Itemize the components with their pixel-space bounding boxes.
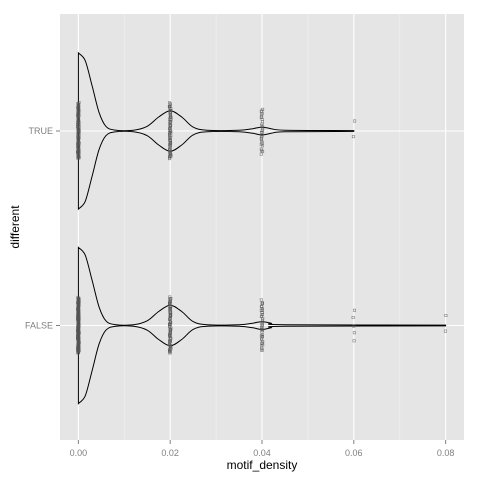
x-tick-label: 0.06	[345, 448, 363, 458]
data-point	[168, 120, 172, 124]
data-point	[259, 116, 263, 120]
data-point	[260, 131, 264, 135]
y-tick-label: FALSE	[25, 321, 53, 331]
data-point	[261, 125, 265, 129]
data-point	[261, 339, 265, 343]
data-point	[260, 129, 264, 133]
data-point	[444, 313, 448, 317]
data-point	[259, 152, 263, 156]
data-point	[352, 331, 356, 335]
data-point	[352, 308, 356, 312]
data-point	[260, 348, 264, 352]
y-axis-title: different	[8, 205, 22, 249]
x-axis: 0.00 0.02 0.04 0.06 0.08	[70, 440, 455, 458]
point-group-false	[259, 298, 265, 352]
violin-false	[77, 246, 447, 405]
point-group-false	[443, 313, 448, 333]
point-group-false	[76, 295, 81, 355]
data-point	[260, 305, 264, 309]
data-point	[259, 326, 263, 330]
data-point	[260, 122, 264, 126]
point-group-true	[76, 101, 81, 160]
data-point	[76, 351, 80, 355]
data-point	[261, 316, 265, 320]
data-point	[169, 107, 173, 111]
point-group-true	[167, 101, 173, 161]
y-tick-label: TRUE	[29, 126, 54, 136]
data-points	[76, 101, 448, 355]
data-point	[168, 156, 172, 160]
data-point	[260, 318, 264, 322]
data-point	[260, 346, 264, 350]
data-point	[168, 135, 172, 139]
data-point	[168, 350, 172, 354]
data-point	[353, 119, 357, 123]
x-tick-label: 0.02	[161, 448, 179, 458]
violin-true	[77, 51, 355, 211]
data-point	[168, 349, 172, 353]
x-tick-label: 0.04	[253, 448, 271, 458]
point-group-true	[351, 119, 357, 139]
data-point	[261, 127, 265, 131]
data-point	[260, 310, 264, 314]
data-point	[260, 144, 264, 148]
point-group-false	[168, 295, 173, 355]
data-point	[77, 156, 81, 160]
data-point	[352, 339, 356, 343]
data-point	[168, 144, 172, 148]
point-group-true	[259, 107, 265, 156]
data-point	[168, 317, 172, 321]
data-point	[443, 329, 447, 333]
data-point	[351, 135, 355, 139]
data-point	[352, 324, 356, 328]
data-point	[76, 124, 80, 128]
data-point	[260, 341, 264, 345]
data-point	[260, 301, 264, 305]
data-point	[351, 315, 355, 319]
data-point	[260, 149, 264, 153]
y-axis: TRUE FALSE	[25, 126, 60, 331]
x-tick-label: 0.00	[70, 448, 88, 458]
x-tick-label: 0.08	[437, 448, 455, 458]
point-group-false	[351, 308, 356, 343]
violins	[77, 51, 447, 405]
data-point	[169, 123, 173, 127]
minor-gridlines	[123, 14, 401, 440]
x-axis-title: motif_density	[227, 458, 298, 472]
